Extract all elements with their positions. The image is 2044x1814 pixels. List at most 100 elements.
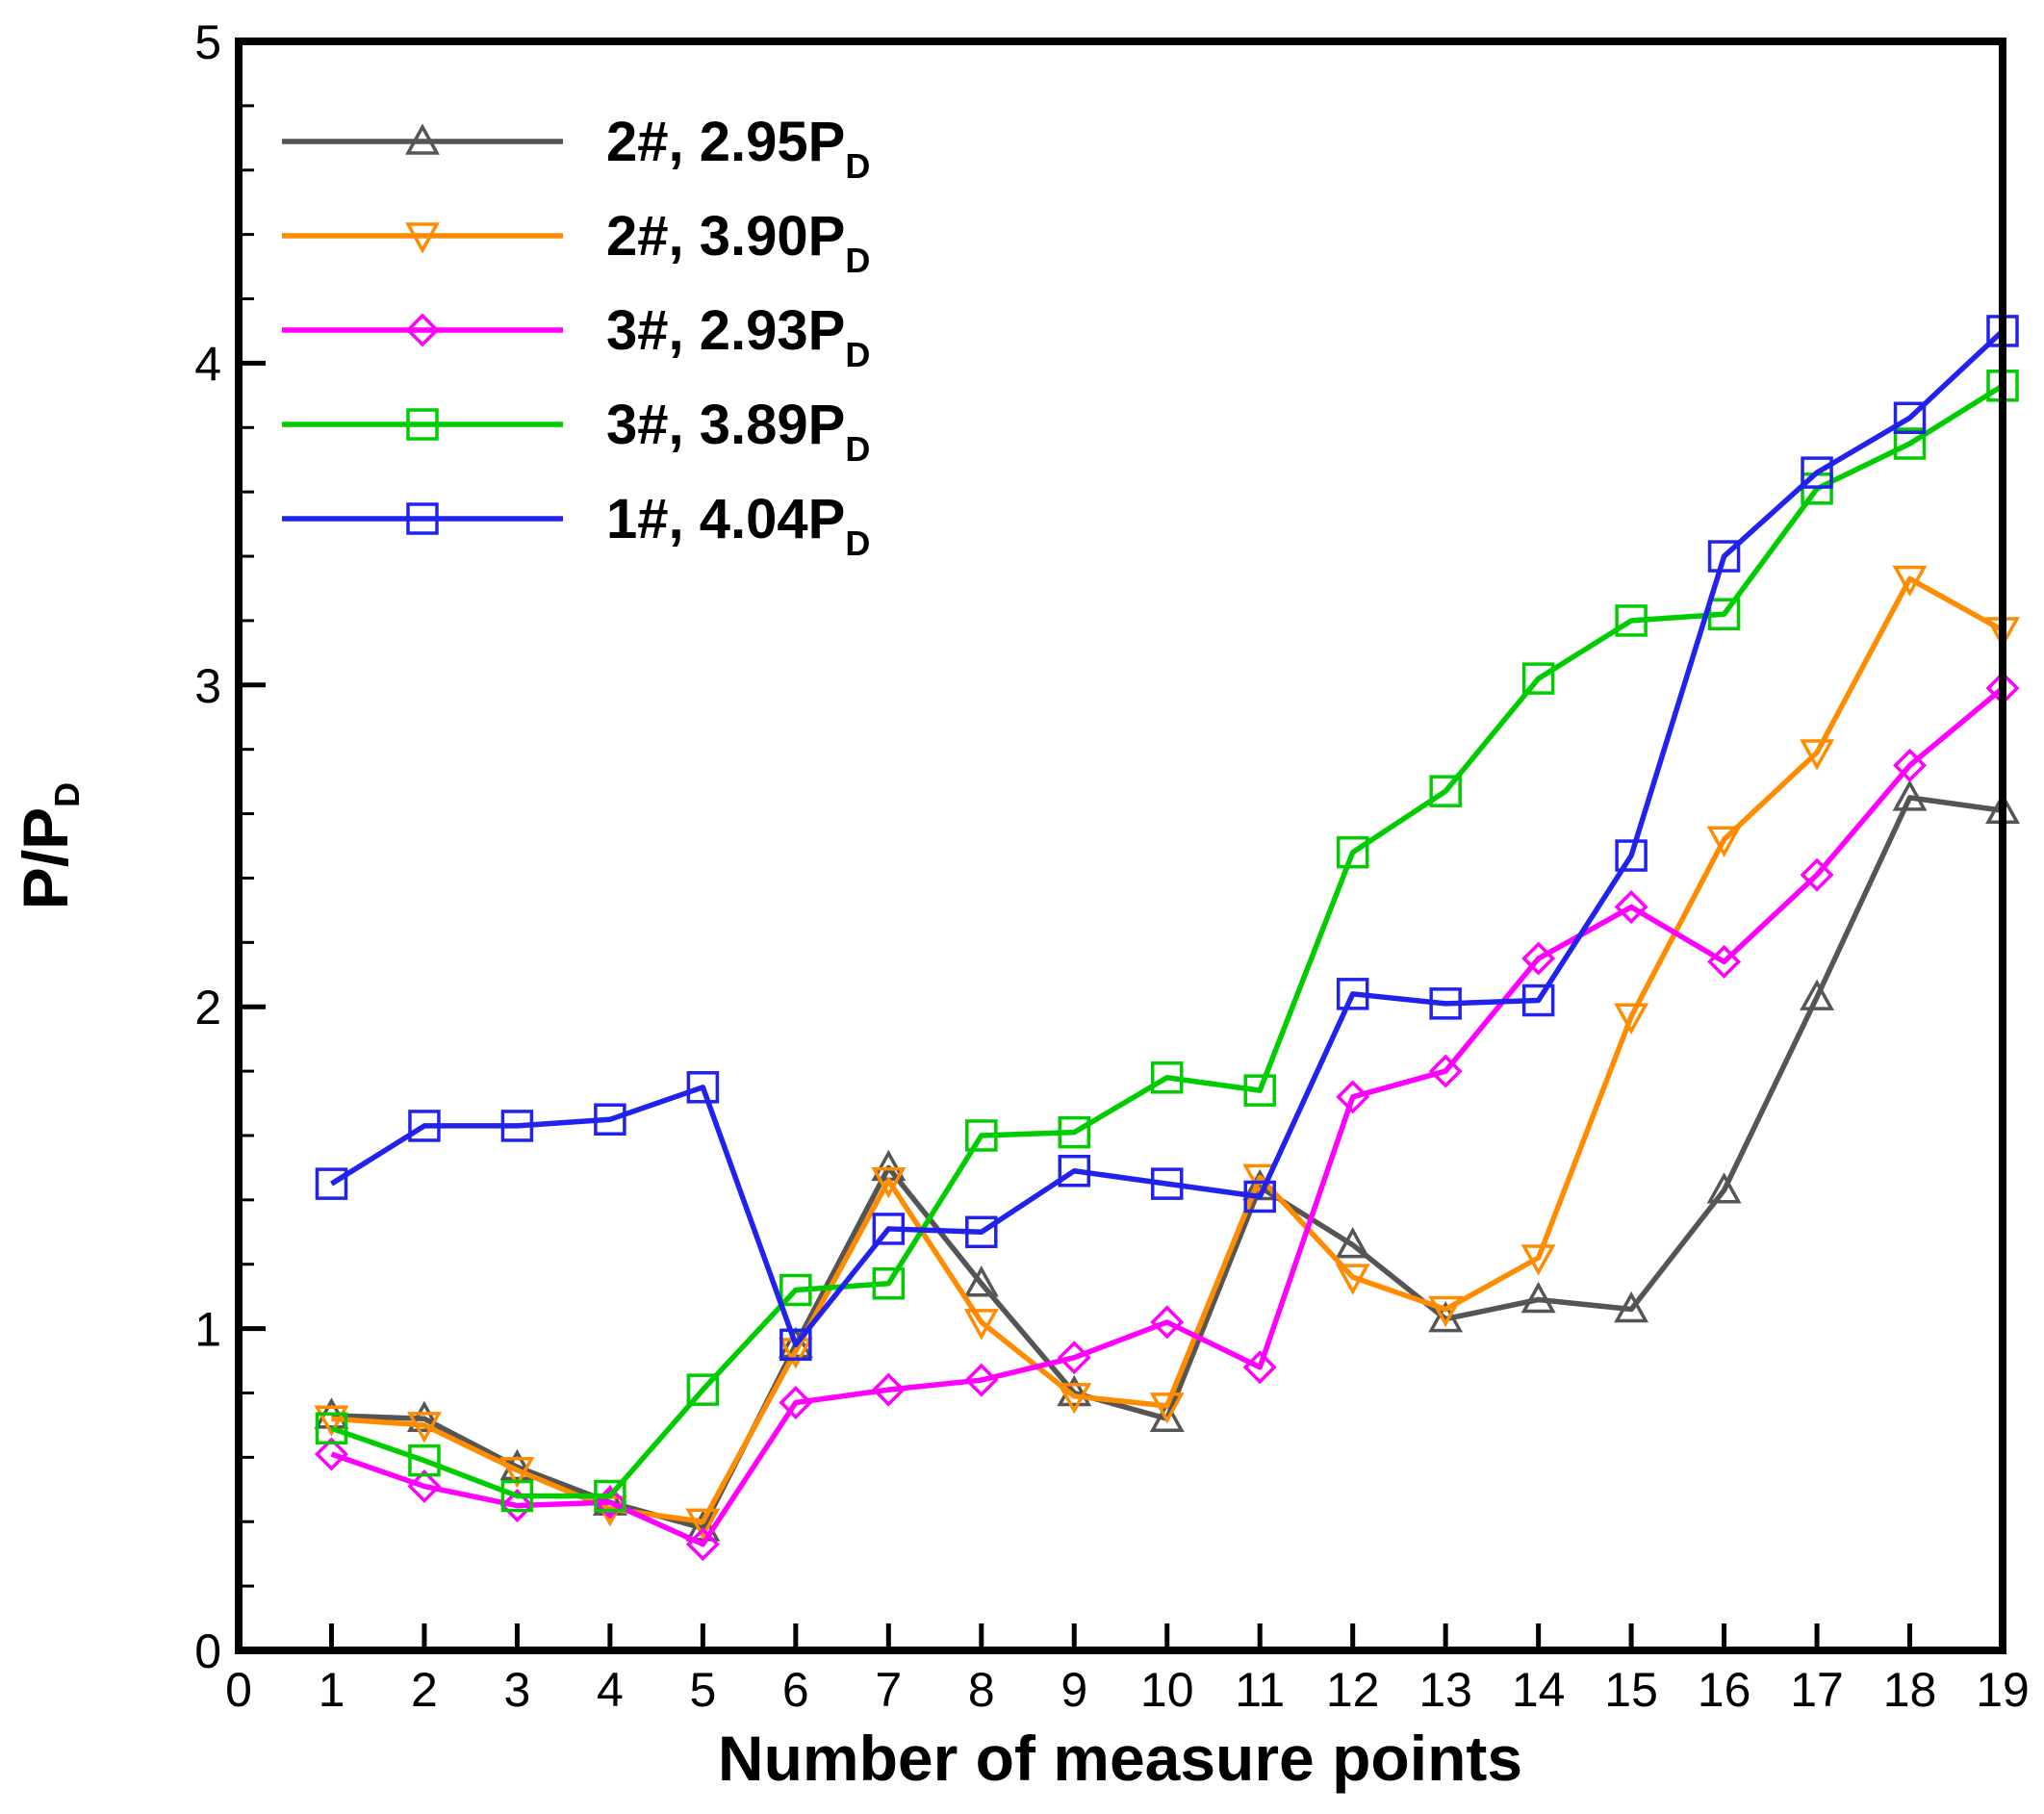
data-point <box>1243 1180 1276 1214</box>
data-point <box>686 1071 720 1104</box>
data-point <box>871 1167 907 1199</box>
legend-label-sub: D <box>845 524 870 563</box>
x-tick-labels: 0 1 2 3 4 5 6 7 8 9 10 11 12 13 14 15 16 17 18 19 <box>225 1663 2030 1717</box>
data-point <box>594 1479 626 1513</box>
legend-label: 1#, 4.04PD <box>606 488 870 563</box>
data-point <box>1801 456 1833 489</box>
data-point <box>1707 944 1742 979</box>
series-line <box>331 575 2005 1524</box>
data-point <box>1521 984 1555 1017</box>
data-point <box>1800 979 1835 1010</box>
series-line <box>330 383 2005 1499</box>
x-tick-label: 14 <box>1512 1663 1566 1717</box>
data-point <box>1243 1074 1276 1107</box>
data-point <box>1150 1061 1184 1094</box>
data-point <box>1429 775 1462 807</box>
plot-frame <box>235 38 2006 1654</box>
legend-label-sub: D <box>845 241 870 280</box>
data-point <box>1706 1172 1742 1204</box>
data-point <box>1521 941 1556 976</box>
legend-label-sub: D <box>845 335 870 374</box>
legend-entry: 2#, 3.90PD <box>282 205 870 280</box>
legend-marker <box>406 502 439 535</box>
data-point <box>1149 1400 1185 1432</box>
legend-entry: 3#, 3.89PD <box>282 394 870 469</box>
data-point <box>1892 779 1928 811</box>
x-tick-label: 6 <box>782 1663 809 1717</box>
x-tick-label: 12 <box>1326 1663 1380 1717</box>
x-tick-label: 7 <box>875 1663 902 1717</box>
y-axis-title-main: P/P <box>10 807 81 909</box>
data-point <box>408 1444 441 1477</box>
data-point <box>1893 748 1928 782</box>
data-point <box>315 1167 348 1200</box>
data-point <box>779 1386 813 1419</box>
data-point <box>1057 1341 1091 1375</box>
data-point <box>1893 401 1927 434</box>
legend-marker <box>406 408 439 441</box>
legend-label-main: 3#, 2.93P <box>606 299 845 362</box>
legend-label-main: 3#, 3.89P <box>606 394 845 456</box>
series-2 <box>314 565 2020 1540</box>
data-point <box>1800 857 1834 892</box>
legend-marker <box>405 222 440 254</box>
data-point <box>1057 1383 1092 1415</box>
x-tick-label: 19 <box>1976 1663 2030 1717</box>
x-tick-label: 17 <box>1790 1663 1844 1717</box>
data-point <box>1893 427 1927 460</box>
data-point <box>779 1328 812 1362</box>
x-tick-label: 9 <box>1060 1663 1087 1717</box>
data-point <box>686 1373 720 1406</box>
legend-entry: 3#, 2.93PD <box>282 299 870 374</box>
data-point <box>500 1110 534 1142</box>
data-point <box>1336 978 1369 1010</box>
data-point <box>1707 540 1741 573</box>
data-point <box>1149 1392 1185 1424</box>
data-point <box>1150 1167 1184 1200</box>
x-tick-label: 15 <box>1604 1663 1658 1717</box>
legend-label: 3#, 3.89PD <box>606 394 870 469</box>
data-point <box>1428 1295 1464 1328</box>
data-point <box>1615 604 1648 637</box>
data-point <box>1892 565 1928 598</box>
data-point <box>1614 1290 1649 1323</box>
data-point <box>779 1273 812 1307</box>
series-layer <box>314 315 2020 1562</box>
axis-ticks <box>236 38 2006 1653</box>
y-axis-title: P/PD <box>10 782 87 909</box>
data-point <box>1058 1154 1091 1188</box>
data-point <box>872 1213 906 1245</box>
series-line <box>330 328 2005 1348</box>
data-point <box>1706 826 1742 857</box>
data-point <box>499 1489 534 1522</box>
series-5 <box>315 315 2019 1362</box>
data-point <box>1150 1305 1185 1340</box>
data-point <box>1335 1264 1370 1295</box>
legend-entry: 1#, 4.04PD <box>282 488 870 563</box>
x-tick-label: 5 <box>689 1663 716 1717</box>
x-tick-label: 18 <box>1883 1663 1937 1717</box>
data-point <box>1429 987 1462 1020</box>
x-tick-label: 11 <box>1235 1663 1285 1717</box>
x-tick-label: 10 <box>1140 1663 1194 1717</box>
data-point <box>1428 1054 1463 1088</box>
data-point <box>963 1309 999 1341</box>
x-tick-label: 8 <box>968 1663 995 1717</box>
legend-label-sub: D <box>845 429 870 469</box>
legend-label-main: 2#, 3.90P <box>606 205 845 268</box>
x-tick-label: 4 <box>597 1663 624 1717</box>
data-point <box>1520 1281 1556 1314</box>
data-point <box>406 1412 442 1444</box>
legend-label-main: 1#, 4.04P <box>606 488 845 550</box>
data-point <box>1614 890 1648 925</box>
y-tick-label: 1 <box>194 1303 221 1357</box>
legend-label: 2#, 3.90PD <box>606 205 870 280</box>
data-point <box>407 1469 442 1503</box>
data-point <box>1336 835 1369 869</box>
y-tick-label: 0 <box>194 1624 221 1678</box>
data-point <box>315 1412 348 1445</box>
data-point <box>965 1215 998 1249</box>
legend-label: 2#, 2.95PD <box>606 111 870 186</box>
data-point <box>314 1437 348 1471</box>
